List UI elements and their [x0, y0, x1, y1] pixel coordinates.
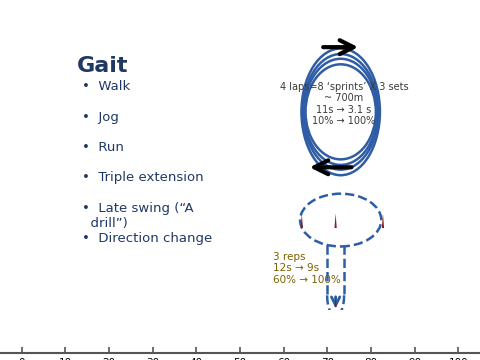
Text: Gait: Gait: [77, 57, 129, 76]
Text: 3 reps
12s → 9s
60% → 100%: 3 reps 12s → 9s 60% → 100%: [273, 252, 341, 285]
Text: •  Walk: • Walk: [82, 80, 130, 93]
Text: •  Jog: • Jog: [82, 111, 119, 123]
Polygon shape: [382, 213, 384, 228]
Text: •  Direction change: • Direction change: [82, 232, 212, 245]
Polygon shape: [300, 213, 303, 228]
Polygon shape: [335, 213, 337, 228]
Text: •  Late swing (“A
  drill”): • Late swing (“A drill”): [82, 202, 193, 230]
Text: •  Run: • Run: [82, 141, 124, 154]
Polygon shape: [335, 295, 336, 307]
Text: 4 laps=8 ‘sprints’ X 3 sets
~ 700m
11s → 3.1 s
10% → 100%: 4 laps=8 ‘sprints’ X 3 sets ~ 700m 11s →…: [280, 81, 408, 126]
Text: •  Triple extension: • Triple extension: [82, 171, 204, 184]
